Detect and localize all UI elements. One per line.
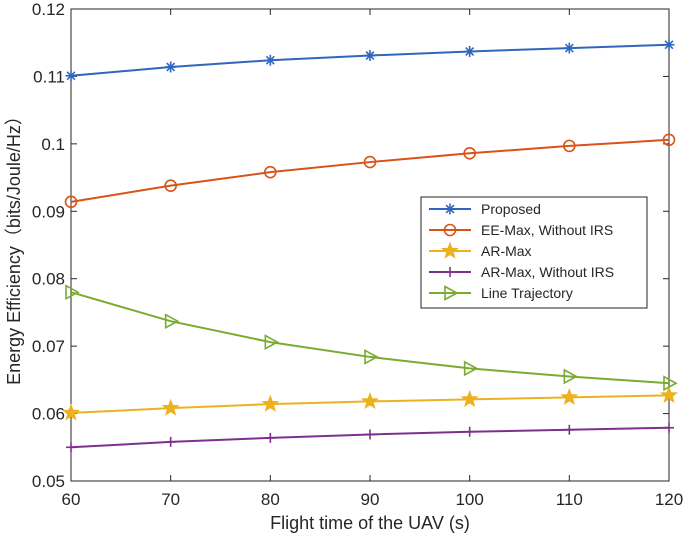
series-ar-max-without-irs (66, 422, 674, 453)
data-point (164, 179, 177, 192)
data-point (261, 394, 280, 412)
data-point (165, 436, 176, 447)
series-layer (62, 39, 678, 453)
series-ee-max-without-irs (64, 133, 676, 209)
data-point (463, 360, 479, 377)
data-point (563, 42, 575, 54)
data-point (464, 45, 476, 57)
data-point (663, 39, 675, 51)
marker-stroke (664, 40, 674, 50)
data-point (660, 385, 678, 403)
y-tick-label: 0.07 (32, 337, 65, 356)
data-point (664, 422, 674, 433)
data-point (563, 368, 579, 385)
y-tick-label: 0.12 (32, 0, 65, 19)
data-point (165, 61, 177, 73)
legend-marker (444, 203, 456, 215)
x-tick-label: 100 (455, 490, 483, 509)
series-line (70, 138, 670, 203)
legend-item: AR-Max (429, 241, 532, 259)
x-tick-label: 70 (161, 490, 180, 509)
y-axis-label: Energy Efficiency（bits/Joule/Hz） (4, 107, 24, 385)
x-tick-label: 60 (62, 490, 81, 509)
data-point (164, 313, 180, 330)
legend-item: Line Trajectory (429, 285, 573, 301)
legend-label: Line Trajectory (481, 285, 573, 301)
series-line (70, 291, 670, 385)
data-point (65, 70, 77, 82)
legend-item: AR-Max, Without IRS (429, 264, 614, 280)
series-line-trajectory (65, 284, 678, 392)
data-point (460, 390, 479, 408)
marker-stroke (265, 55, 275, 65)
y-tick-label: 0.1 (41, 135, 65, 154)
data-point (264, 334, 280, 350)
data-point (62, 403, 80, 421)
data-point (363, 155, 377, 169)
data-point (564, 424, 575, 435)
legend-label: AR-Max (481, 243, 532, 259)
data-point (265, 432, 276, 443)
x-tick-label: 120 (655, 490, 683, 509)
marker-stroke (445, 204, 455, 214)
y-tick-label: 0.05 (32, 472, 65, 491)
data-point (662, 133, 676, 147)
x-tick-label: 80 (261, 490, 280, 509)
data-point (560, 387, 579, 405)
data-point (563, 139, 576, 153)
legend-item: EE-Max, Without IRS (429, 222, 613, 238)
y-tick-label: 0.06 (32, 405, 65, 424)
marker-stroke (66, 71, 76, 81)
data-point (66, 442, 76, 453)
data-point (364, 349, 379, 365)
x-axis-label: Flight time of the UAV (s) (270, 513, 470, 533)
series-ar-max (62, 385, 678, 421)
legend: Proposed EE-Max, Without IRS AR-Max AR-Max,… (420, 196, 648, 309)
data-point (361, 392, 379, 410)
data-point (161, 398, 180, 416)
data-point (264, 165, 277, 179)
data-point (264, 54, 276, 66)
axis-ticks: 60 70 80 90 100 110 120 0.05 0.06 0.07 0.08 0.09 0.1… (32, 0, 683, 509)
data-point (364, 50, 376, 62)
legend-label: Proposed (481, 201, 541, 217)
series-proposed (65, 39, 675, 82)
data-point (65, 284, 80, 301)
legend-marker (443, 223, 457, 237)
data-point (64, 195, 78, 209)
marker-stroke (564, 43, 574, 53)
y-tick-label: 0.11 (33, 67, 65, 86)
legend-box (420, 196, 648, 309)
data-point (463, 146, 476, 160)
data-point (365, 429, 375, 440)
legend-marker (445, 267, 455, 277)
legend-label: AR-Max, Without IRS (481, 264, 614, 280)
marker-stroke (465, 47, 475, 56)
x-tick-label: 90 (361, 490, 380, 509)
legend-marker (444, 285, 459, 301)
x-tick-label: 110 (556, 490, 583, 509)
legend-item: Proposed (429, 201, 541, 217)
legend-marker (441, 241, 459, 259)
data-point (464, 426, 475, 437)
marker-stroke (365, 51, 375, 60)
y-tick-label: 0.08 (32, 270, 65, 289)
data-point (663, 375, 678, 392)
y-tick-label: 0.09 (32, 202, 65, 221)
legend-label: EE-Max, Without IRS (481, 222, 613, 238)
marker-stroke (166, 62, 176, 72)
